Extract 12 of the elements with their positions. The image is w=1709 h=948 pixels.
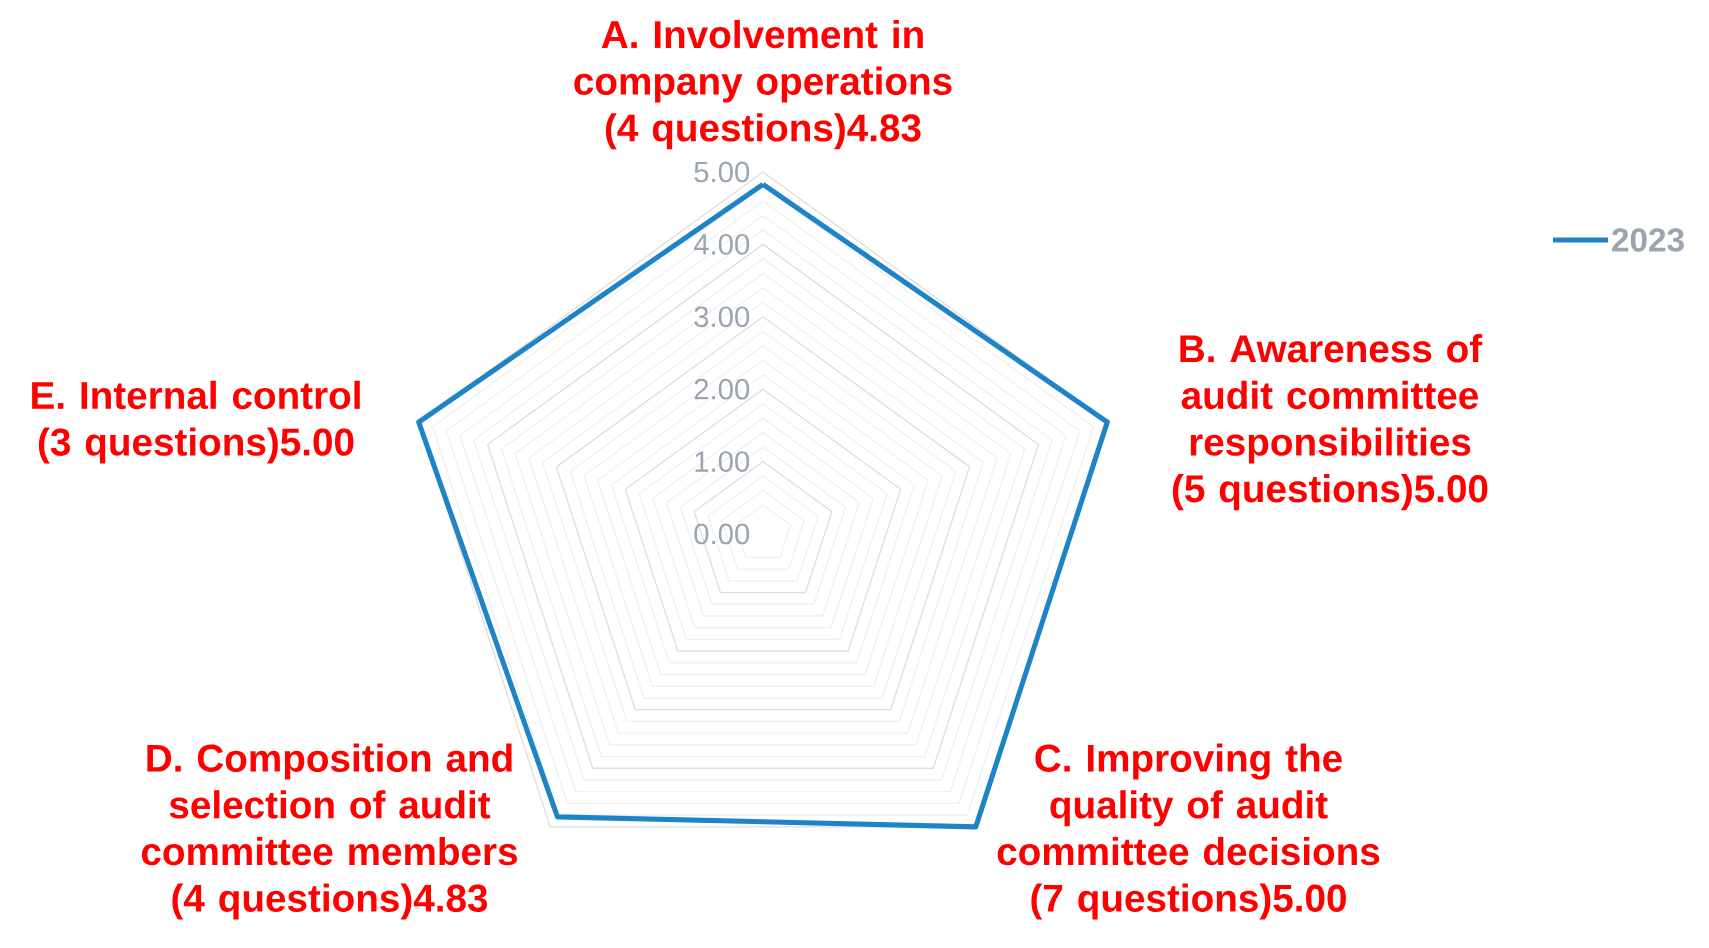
spoke-label: D. Composition and selection of audit committee members (4 questions)4.83 [141, 743, 517, 920]
y-tick-label: 5.00 [694, 161, 750, 183]
spoke-label: B. Awareness of audit committee responsibilities (5 questions)5.00 [1172, 334, 1488, 511]
spoke-label: A. Involvement in company operations (4 questions)4.83 [574, 19, 952, 150]
y-tick-label: 2.00 [694, 378, 750, 400]
y-tick-label: 3.00 [694, 306, 750, 328]
y-tick-label: 0.00 [694, 523, 750, 545]
legend-label: 2023 [1612, 228, 1684, 252]
spoke-label: C. Improving the quality of audit committee decisions (7 questions)5.00 [997, 743, 1380, 920]
spoke-label: E. Internal control (3 questions)5.00 [32, 380, 360, 464]
y-tick-label: 1.00 [695, 451, 750, 472]
y-tick-label: 4.00 [693, 233, 750, 255]
